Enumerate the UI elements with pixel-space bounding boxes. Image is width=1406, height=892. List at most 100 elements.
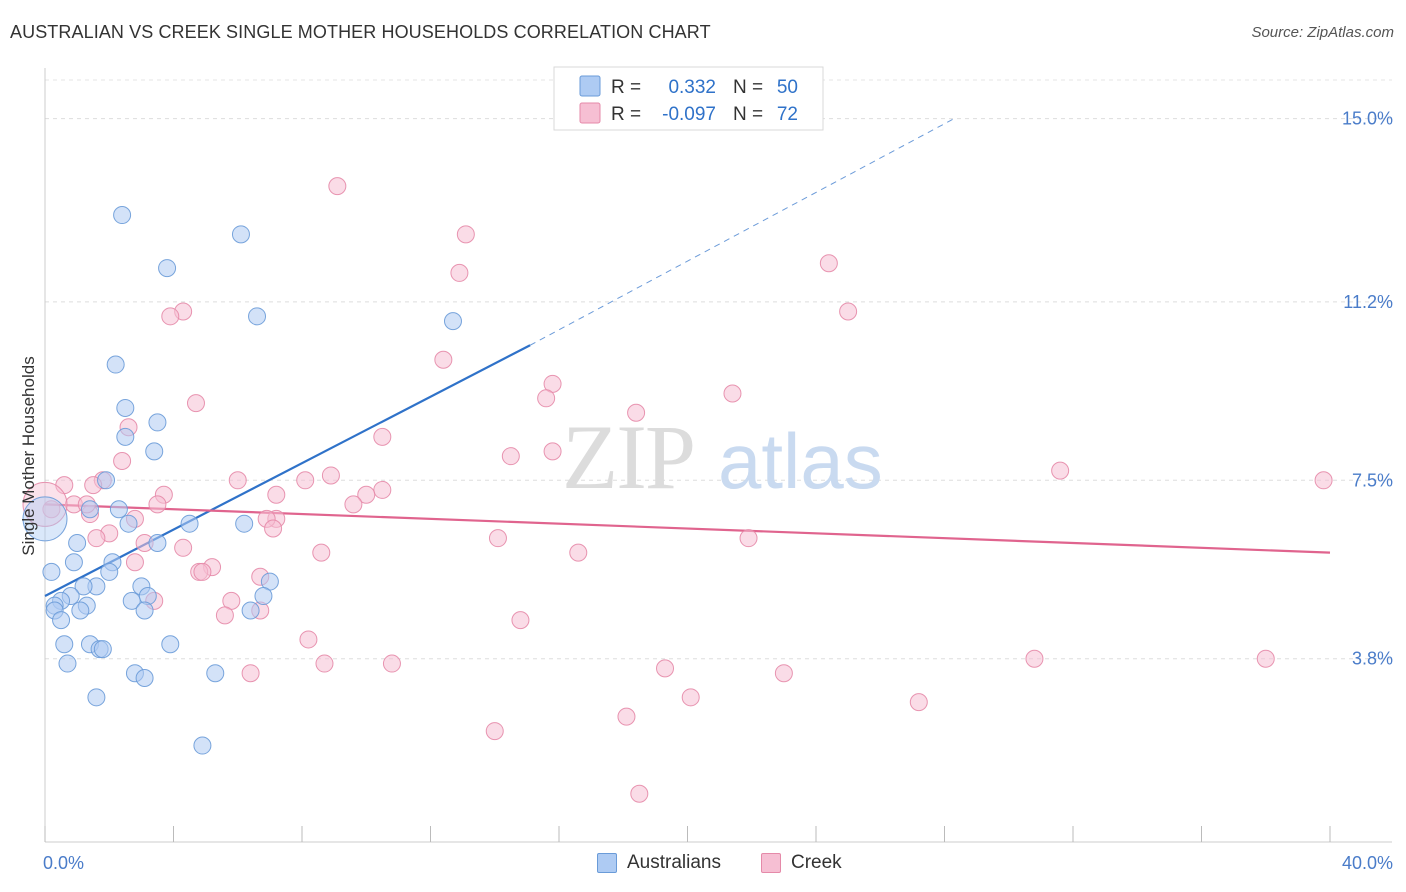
legend-r-value-australians: 0.332 [668, 77, 716, 98]
point-australians [248, 307, 267, 326]
point-australians [97, 471, 116, 490]
point-creek [501, 447, 520, 466]
trend-line-australians [44, 344, 531, 598]
legend-item-creek: Creek [761, 852, 842, 874]
point-creek [228, 471, 247, 490]
point-creek [22, 481, 68, 527]
point-australians [145, 442, 164, 461]
point-australians [135, 669, 154, 688]
x-tick-label: 0.0% [43, 853, 84, 873]
trend-line-creek [44, 503, 1331, 554]
point-australians [42, 562, 61, 581]
point-creek [357, 485, 376, 504]
legend-label-creek: Creek [791, 852, 842, 873]
legend-r-label-creek: R = [611, 104, 641, 125]
point-australians [100, 562, 119, 581]
scatter-points [22, 177, 1333, 803]
point-creek [739, 529, 758, 548]
point-creek [267, 485, 286, 504]
y-axis-label: Single Mother Households [19, 356, 38, 555]
point-australians [64, 553, 83, 572]
point-creek [296, 471, 315, 490]
point-australians [71, 601, 90, 620]
point-australians [148, 413, 167, 432]
point-australians [161, 635, 180, 654]
legend-r-label-australians: R = [611, 77, 641, 98]
point-creek [434, 350, 453, 369]
point-australians [119, 514, 138, 533]
chart-title: AUSTRALIAN VS CREEK SINGLE MOTHER HOUSEH… [10, 22, 711, 42]
point-creek [328, 177, 347, 196]
point-australians [180, 514, 199, 533]
point-creek [241, 664, 260, 683]
point-australians [116, 398, 135, 417]
point-creek [569, 543, 588, 562]
y-tick-label: 11.2% [1343, 292, 1393, 312]
legend-r-value-creek: -0.097 [662, 104, 716, 125]
point-creek [1314, 471, 1333, 490]
point-australians [443, 312, 462, 331]
point-australians [148, 533, 167, 552]
point-creek [299, 630, 318, 649]
point-creek [125, 553, 144, 572]
point-creek [630, 784, 649, 803]
point-creek [264, 519, 283, 538]
point-australians [113, 206, 132, 225]
point-creek [819, 254, 838, 273]
point-australians [22, 496, 68, 542]
legend-swatch-australians [597, 853, 617, 873]
point-creek [312, 543, 331, 562]
point-creek [87, 529, 106, 548]
point-creek [186, 394, 205, 413]
watermark-zip: ZIP [562, 406, 694, 508]
point-australians [116, 427, 135, 446]
point-creek [485, 722, 504, 741]
point-creek [450, 263, 469, 282]
point-australians [80, 500, 99, 519]
point-australians [58, 654, 77, 673]
trend-line-australians-extension [529, 118, 955, 346]
point-creek [373, 480, 392, 499]
point-creek [774, 664, 793, 683]
point-creek [1256, 649, 1275, 668]
axes [44, 68, 1392, 843]
point-australians [52, 611, 71, 630]
point-australians [193, 736, 212, 755]
legend-label-australians: Australians [627, 852, 721, 873]
point-creek [681, 688, 700, 707]
point-creek [1025, 649, 1044, 668]
point-australians [135, 601, 154, 620]
point-australians [158, 259, 177, 278]
point-australians [206, 664, 225, 683]
point-creek [909, 693, 928, 712]
point-creek [627, 403, 646, 422]
legend-n-label-creek: N = [733, 104, 763, 125]
point-australians [93, 640, 112, 659]
point-creek [537, 389, 556, 408]
point-creek [382, 654, 401, 673]
source-label: Source: ZipAtlas.com [1251, 24, 1394, 41]
watermark: ZIP atlas [562, 406, 883, 508]
point-australians [74, 577, 93, 596]
point-creek [511, 611, 530, 630]
point-australians [55, 635, 74, 654]
legend-item-australians: Australians [597, 852, 721, 874]
x-tick-label: 40.0% [1342, 853, 1393, 873]
point-australians [87, 688, 106, 707]
point-australians [122, 591, 141, 610]
point-creek [1051, 461, 1070, 480]
trend-lines [44, 118, 1331, 598]
point-australians [106, 355, 125, 374]
point-australians [235, 514, 254, 533]
point-creek [321, 466, 340, 485]
point-creek [839, 302, 858, 321]
watermark-atlas: atlas [718, 417, 883, 505]
stats-legend: R = 0.332 N = 50 R = -0.097 N = 72 [553, 66, 824, 131]
point-australians [254, 587, 273, 606]
tick-labels: 3.8% 7.5% 11.2% 15.0% 0.0% 40.0% [43, 109, 1393, 873]
point-australians [109, 500, 128, 519]
point-creek [488, 529, 507, 548]
legend-n-value-australians: 50 [777, 77, 798, 98]
point-creek [617, 707, 636, 726]
